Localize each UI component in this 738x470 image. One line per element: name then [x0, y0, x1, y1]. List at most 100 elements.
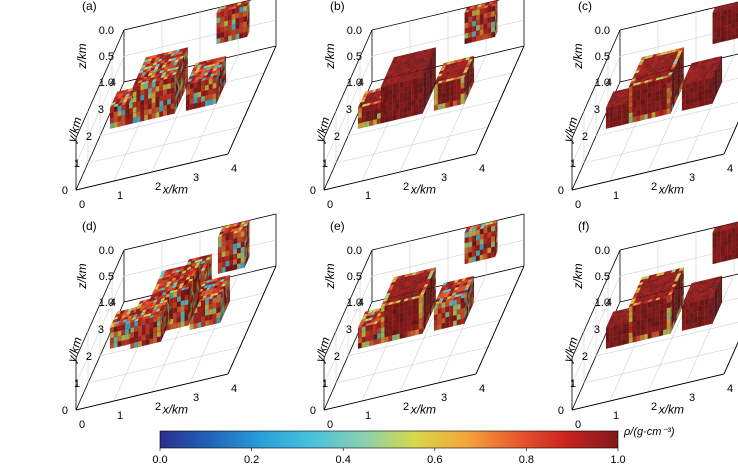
voxel-face — [621, 118, 626, 126]
block-large-cube — [380, 47, 437, 124]
voxel-face — [727, 254, 732, 261]
voxel-face — [144, 114, 149, 121]
voxel-face — [117, 340, 122, 348]
x-tick-label: 2 — [403, 401, 409, 413]
block-large-cube — [132, 47, 189, 124]
voxel-face — [479, 254, 484, 261]
y-tick-label: 2 — [582, 131, 588, 143]
voxel-face — [704, 99, 709, 106]
voxel-face — [727, 34, 732, 41]
voxel-face — [624, 338, 629, 345]
z-axis-label: z/km — [323, 263, 337, 289]
voxel-face — [225, 265, 230, 273]
y-tick-label: 3 — [98, 324, 104, 336]
voxel-face — [392, 334, 397, 341]
voxel-face — [380, 117, 385, 124]
voxel-face — [224, 76, 227, 85]
voxel-face — [125, 118, 130, 126]
z-tick-label: 0.0 — [595, 245, 610, 257]
voxel-face — [483, 253, 488, 260]
colorbar-tick-label: 1.0 — [610, 454, 625, 466]
x-axis-label: x/km — [410, 402, 436, 416]
voxel-face — [217, 267, 222, 274]
voxel-face — [685, 323, 690, 331]
voxel-face — [632, 116, 637, 123]
x-tick-label: 0 — [575, 419, 581, 431]
voxel-face — [233, 263, 238, 271]
voxel-face — [399, 112, 404, 120]
voxel-face — [193, 102, 198, 110]
y-tick-label: 0 — [62, 405, 68, 417]
voxel-face — [395, 113, 400, 120]
voxel-face — [704, 319, 709, 326]
voxel-face — [475, 35, 480, 42]
voxel-face — [418, 328, 423, 335]
colorbar-gradient — [159, 430, 619, 449]
voxel-face — [647, 332, 652, 340]
voxel-face — [399, 332, 404, 340]
voxel-face — [411, 109, 416, 117]
voxel-face — [723, 255, 728, 262]
y-axis-label: y/km — [64, 116, 84, 145]
x-tick-label: 3 — [193, 392, 199, 404]
voxel-face — [460, 318, 465, 325]
voxel-face — [487, 32, 492, 39]
voxel-face — [170, 108, 175, 115]
voxel-face — [662, 329, 667, 336]
voxel-face — [475, 255, 480, 262]
voxel-face — [685, 103, 690, 111]
tick-labels: 0 1 2 3 4 0 1 2 3 4 0.0 0.5 1.0 — [62, 25, 237, 211]
voxel-face — [452, 100, 457, 107]
voxel-face — [184, 320, 189, 327]
voxel-face — [464, 37, 469, 45]
z-tick-label: 0.0 — [347, 245, 362, 257]
voxel-face — [117, 120, 122, 128]
colorbar-tick-label: 0.2 — [244, 454, 259, 466]
y-tick-label: 0 — [310, 185, 316, 197]
voxel-face — [716, 36, 721, 44]
voxel-face — [472, 76, 475, 85]
voxel-face — [712, 37, 717, 45]
voxel-face — [403, 331, 408, 339]
voxel-face — [186, 78, 188, 87]
x-tick-label: 0 — [327, 419, 333, 431]
voxel-face — [376, 118, 381, 125]
voxel-face — [456, 99, 461, 106]
voxel-face — [605, 342, 610, 349]
voxel-face — [449, 100, 454, 108]
x-tick-label: 1 — [117, 410, 123, 422]
voxel-face — [159, 110, 164, 118]
x-tick-label: 2 — [651, 181, 657, 193]
block-right-cube — [433, 55, 475, 111]
voxel-face — [197, 321, 202, 329]
voxel-face — [636, 335, 641, 342]
block-back-cube — [217, 220, 250, 274]
x-tick-label: 2 — [155, 181, 161, 193]
voxels — [605, 221, 738, 349]
x-tick-label: 0 — [79, 419, 85, 431]
voxel-face — [681, 324, 686, 331]
voxel-face — [156, 336, 161, 343]
voxel-face — [384, 116, 389, 123]
y-tick-label: 3 — [594, 324, 600, 336]
voxel-face — [666, 328, 671, 335]
voxel-face — [411, 329, 416, 337]
voxel-face — [136, 116, 141, 123]
voxel-face — [483, 33, 488, 40]
y-tick-label: 0 — [62, 185, 68, 197]
panel-label: (c) — [578, 0, 592, 13]
colorbar-label: ρ/(g·cm⁻³) — [623, 426, 675, 438]
voxel-face — [166, 109, 171, 116]
z-tick-label: 0.5 — [595, 271, 610, 283]
colorbar-tick-label: 0.8 — [519, 454, 534, 466]
y-axis-label: y/km — [312, 336, 332, 365]
voxel-face — [731, 33, 736, 40]
voxel-face — [456, 319, 461, 326]
voxel-face — [392, 114, 397, 121]
x-axis-label: x/km — [658, 402, 684, 416]
voxel-face — [700, 320, 705, 327]
voxel-face — [655, 110, 660, 118]
voxel-face — [632, 336, 637, 343]
voxel-face — [681, 104, 686, 111]
